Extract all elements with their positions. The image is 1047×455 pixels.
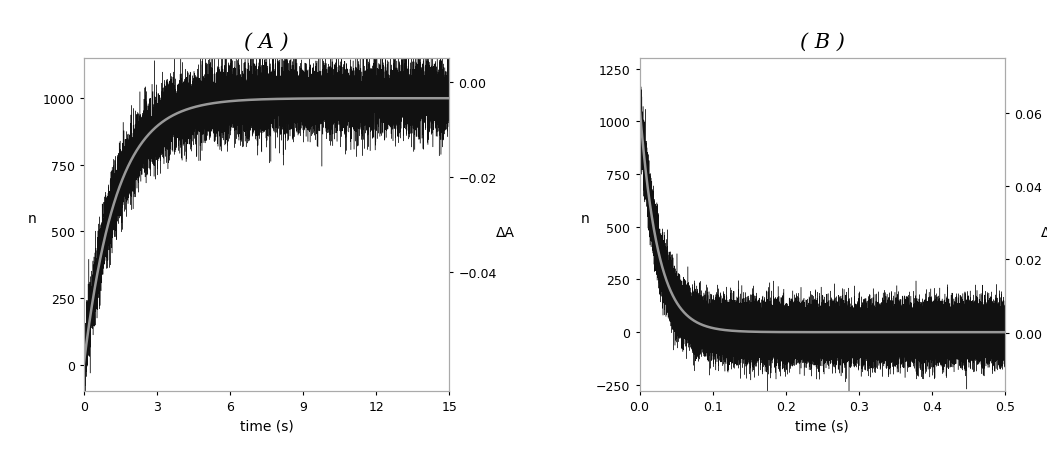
Y-axis label: n: n (581, 211, 589, 225)
Y-axis label: n: n (27, 211, 36, 225)
X-axis label: time (s): time (s) (796, 419, 849, 433)
Title: ( A ): ( A ) (244, 33, 289, 52)
Y-axis label: ΔA: ΔA (495, 225, 515, 239)
X-axis label: time (s): time (s) (240, 419, 293, 433)
Y-axis label: ΔA: ΔA (1041, 225, 1047, 239)
Title: ( B ): ( B ) (800, 33, 845, 52)
